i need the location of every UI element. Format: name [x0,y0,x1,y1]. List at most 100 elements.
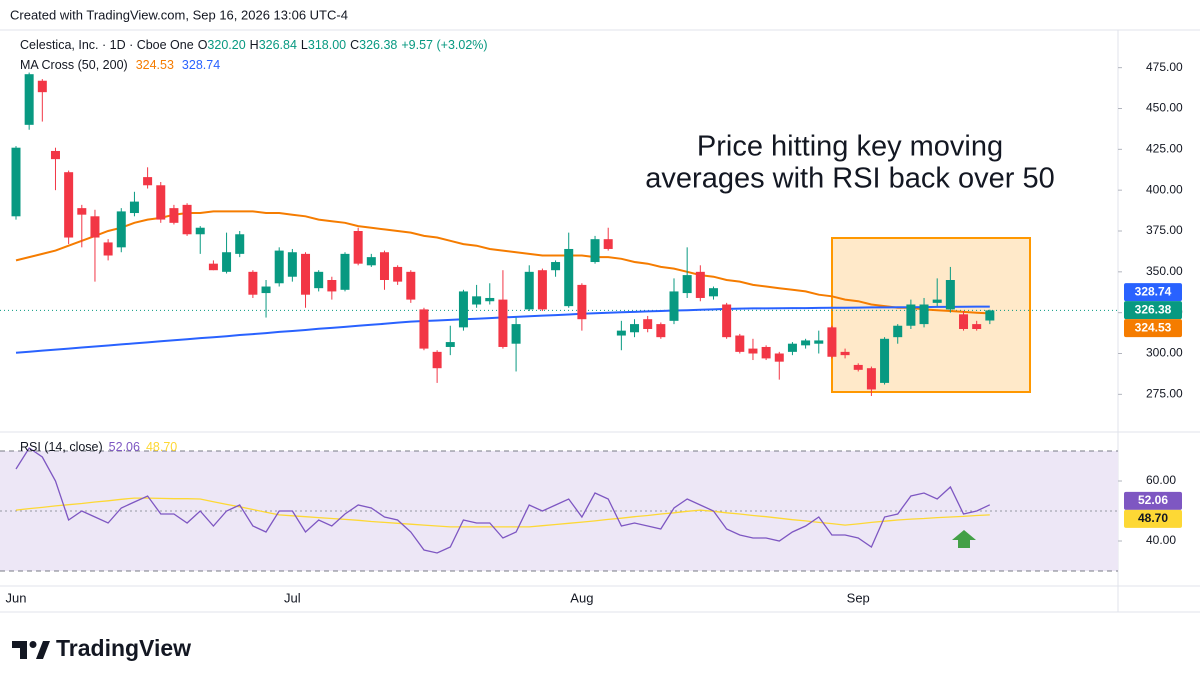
axis-value-tag [1124,509,1182,528]
annotation-text: averages with RSI back over 50 [645,163,1054,195]
candle-body [722,304,732,338]
candle-body [537,270,547,310]
quote-value: 318.00 [308,38,346,52]
x-tick-label: Jul [284,590,301,605]
candle-body [445,342,455,347]
axis-value-label: 52.06 [1138,493,1168,507]
candle-body [208,263,218,271]
quote-label: H [250,38,259,52]
quote-change: +9.57 (+3.02%) [401,38,487,52]
candle-body [669,291,679,321]
y-tick-label: 475.00 [1146,60,1183,74]
candle-body [366,257,376,266]
candle-body [222,252,232,272]
candle-body [972,324,982,329]
candle-body [327,280,337,292]
axis-value-label: 326.38 [1135,302,1172,316]
axis-value-label: 48.70 [1138,511,1168,525]
indicator-line [15,497,990,528]
x-tick-label: Sep [847,590,870,605]
candle-body [564,248,574,307]
highlight-box [831,237,1031,393]
candle-body [287,252,297,277]
rsi-pane: 40.00 60.00 52.06 48.70 [0,447,1182,572]
candle-body [169,208,179,223]
ma-name: MA Cross (50, 200) [20,58,128,72]
candle-body [866,368,876,390]
candle-body [932,299,942,303]
candle-body [893,325,903,338]
candle-body [419,309,429,349]
candle-body [551,262,561,271]
candle-body [116,211,126,248]
candle-body [353,231,363,264]
candle-body [485,297,495,302]
watermark: Created with TradingView.com, Sep 16, 20… [10,7,348,22]
candle-body [77,208,87,215]
axis-value-label: 324.53 [1135,320,1172,334]
candle-body [735,335,745,352]
candle-body [511,324,521,344]
price-pane: 275.00300.00325.00350.00375.00400.00425.… [0,60,1183,401]
candle-body [340,253,350,290]
candle-body [103,242,113,256]
candle-body [143,177,153,186]
rsi-name: RSI (14, close) [20,440,103,454]
axis-value-tag [1124,319,1182,338]
candle-body [379,252,389,280]
quote-value: 320.20 [207,38,245,52]
quote-label: C [350,38,359,52]
candle-body [90,216,100,238]
brand-logo [12,641,50,659]
y-tick-label: 425.00 [1146,142,1183,156]
candle-body [524,271,534,310]
candle-body [761,346,771,359]
logo-shape [29,641,37,648]
ma-value: 324.53 [136,58,174,72]
candle-body [748,348,758,354]
candle-body [406,271,416,300]
candle-body [248,271,258,295]
y-tick-label: 350.00 [1146,264,1183,278]
candle-body [37,80,47,93]
candle-body [64,172,74,238]
logo-shape [36,641,50,659]
candle-body [985,310,995,321]
candle-body [840,351,850,356]
candle-body [630,324,640,333]
candle-body [959,314,969,329]
ma-value: 328.74 [182,58,220,72]
y-tick-label: 275.00 [1146,387,1183,401]
candle-body [643,319,653,329]
x-tick-label: Aug [570,590,593,605]
candle-body [195,227,205,235]
candle-body [590,239,600,263]
candle-body [656,324,666,338]
y-tick-label: 400.00 [1146,182,1183,196]
candle-body [432,351,442,369]
candle-body [682,275,692,294]
y-tick-label: 40.00 [1146,533,1176,547]
candle-body [827,327,837,357]
y-tick-label: 375.00 [1146,223,1183,237]
candle-body [301,253,311,295]
axis-value-label: 328.74 [1135,284,1172,298]
indicator-line [15,447,991,554]
candle-body [616,330,626,336]
candle-body [577,284,587,320]
candle-body [814,340,824,344]
symbol-legend: Celestica, Inc. · 1D · Cboe One O320.20 H3… [20,38,488,52]
y-tick-label: 450.00 [1146,101,1183,115]
arrow-icon [952,530,976,548]
candle-body [235,234,245,254]
rsi-value: 48.70 [146,440,177,454]
candle-body [853,364,863,370]
candle-body [472,296,482,305]
rsi-legend: RSI (14, close) 52.06 48.70 [20,440,177,454]
axis-value-tag [1124,301,1182,320]
rsi-value: 52.06 [109,440,140,454]
brand-name: TradingView [56,635,191,661]
candle-body [129,201,139,214]
candle-body [498,299,508,347]
